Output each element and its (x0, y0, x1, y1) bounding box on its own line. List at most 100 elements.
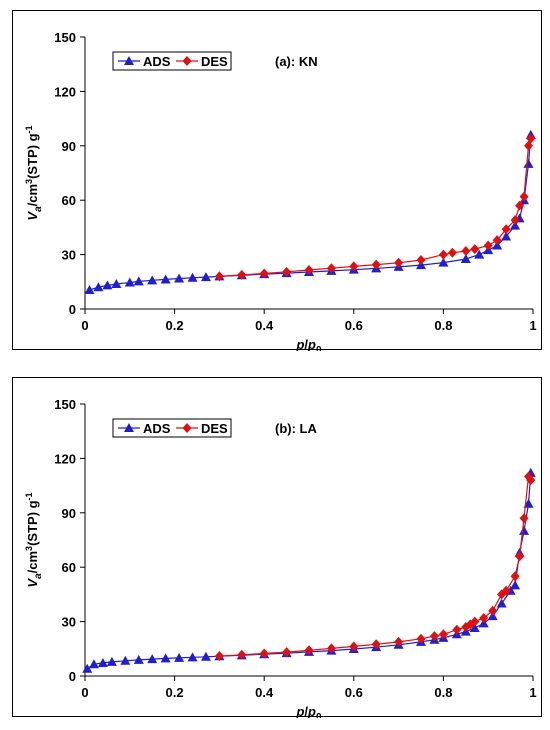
data-point-ads (496, 598, 507, 608)
data-point-ads (102, 280, 113, 290)
data-point-des (371, 259, 381, 270)
data-point-ads (474, 249, 485, 259)
data-point-des (371, 639, 381, 650)
y-axis-label: Va/cm3(STP) g-1 (24, 125, 44, 220)
legend-box (112, 418, 232, 438)
data-point-des (237, 649, 247, 660)
x-axis-label: p/p0 (295, 704, 322, 718)
data-point-ads (97, 657, 108, 667)
data-point-ads (501, 231, 512, 241)
data-point-des (349, 641, 359, 652)
data-point-des (447, 247, 457, 258)
chart-panel-kn: 0 30 60 90 120 150 0 0.2 0.4 0.6 0.8 1 p/p0 Va/cm3(ST… (12, 10, 542, 351)
chart-title: (a): KN (275, 54, 318, 69)
data-point-ads (519, 525, 530, 535)
data-point-des (214, 651, 224, 662)
data-point-ads (187, 272, 198, 282)
legend-label-ads: ADS (143, 54, 171, 69)
data-point-des (237, 269, 247, 280)
data-point-des (438, 249, 448, 260)
data-point-ads (124, 277, 135, 287)
data-point-ads (133, 654, 144, 664)
isotherm-chart-la: 0 30 60 90 120 150 0 0.2 0.4 0.6 0.8 1 p/p0 Va/cm3(ST… (24, 397, 537, 718)
y-axis-label: Va/cm3(STP) g-1 (24, 492, 44, 587)
x-tick-label: 0.2 (166, 318, 184, 333)
x-tick-label: 0.4 (255, 685, 274, 700)
data-point-des (416, 633, 426, 644)
y-tick-label: 30 (62, 615, 76, 630)
data-point-des (214, 271, 224, 282)
legend-marker-des (182, 56, 192, 66)
data-point-ads (82, 663, 93, 673)
data-point-des (510, 571, 520, 582)
x-tick-label: 0.8 (434, 685, 452, 700)
series-line-ads (86, 472, 532, 670)
data-point-des (479, 612, 489, 623)
data-point-ads (160, 653, 171, 663)
x-tick-label: 0.4 (255, 318, 274, 333)
x-tick-label: 0.6 (345, 685, 363, 700)
data-point-ads (174, 652, 185, 662)
x-tick-label: 0.2 (166, 685, 184, 700)
data-point-des (394, 636, 404, 647)
series-line-des (219, 474, 532, 657)
data-point-des (483, 240, 493, 251)
chart-title: (b): LA (275, 421, 317, 436)
data-point-des (259, 268, 269, 279)
y-tick-label: 90 (62, 506, 76, 521)
data-point-des (438, 629, 448, 640)
x-tick-label: 0 (81, 685, 88, 700)
chart-panel-la: 0 30 60 90 120 150 0 0.2 0.4 0.6 0.8 1 p/p0 Va/cm3(ST… (12, 377, 542, 718)
y-tick-label: 150 (54, 30, 76, 45)
data-point-des (259, 648, 269, 659)
data-point-des (524, 471, 534, 482)
data-point-des (349, 261, 359, 272)
y-tick-label: 150 (54, 397, 76, 412)
y-tick-label: 0 (69, 302, 76, 317)
x-tick-label: 1 (529, 685, 536, 700)
y-tick-label: 120 (54, 84, 76, 99)
data-point-ads (84, 284, 95, 294)
y-tick-label: 60 (62, 560, 76, 575)
data-point-des (488, 605, 498, 616)
data-point-ads (438, 257, 449, 267)
data-point-des (497, 589, 507, 600)
data-point-des (304, 265, 314, 276)
data-point-ads (200, 651, 211, 661)
data-point-des (515, 200, 525, 211)
legend-label-ads: ADS (143, 421, 171, 436)
data-point-des (326, 263, 336, 274)
y-tick-label: 30 (62, 248, 76, 263)
y-tick-label: 90 (62, 139, 76, 154)
legend-box (112, 51, 232, 71)
data-point-des (304, 645, 314, 656)
data-point-ads (523, 498, 534, 508)
data-point-ads (111, 278, 122, 288)
data-point-des (429, 631, 439, 642)
data-point-des (519, 513, 529, 524)
y-tick-label: 120 (54, 451, 76, 466)
x-axis-label: p/p0 (295, 337, 322, 351)
x-tick-label: 1 (529, 318, 536, 333)
x-tick-label: 0.6 (345, 318, 363, 333)
data-point-des (282, 266, 292, 277)
data-point-des (461, 245, 471, 256)
y-tick-label: 60 (62, 193, 76, 208)
y-tick-label: 0 (69, 669, 76, 684)
data-point-des (519, 191, 529, 202)
data-point-ads (88, 659, 99, 669)
data-point-des (501, 224, 511, 235)
data-point-ads (187, 652, 198, 662)
data-point-ads (460, 253, 471, 263)
data-point-ads (147, 275, 158, 285)
x-tick-label: 0 (81, 318, 88, 333)
data-point-des (524, 140, 534, 151)
data-point-des (452, 624, 462, 635)
data-point-ads (523, 158, 534, 168)
data-point-des (515, 551, 525, 562)
isotherm-chart-kn: 0 30 60 90 120 150 0 0.2 0.4 0.6 0.8 1 p/p0 Va/cm3(ST… (24, 30, 537, 351)
legend-marker-des (182, 423, 192, 433)
legend-marker-ads (124, 423, 134, 432)
data-point-ads (133, 276, 144, 286)
series-line-des (219, 138, 532, 277)
